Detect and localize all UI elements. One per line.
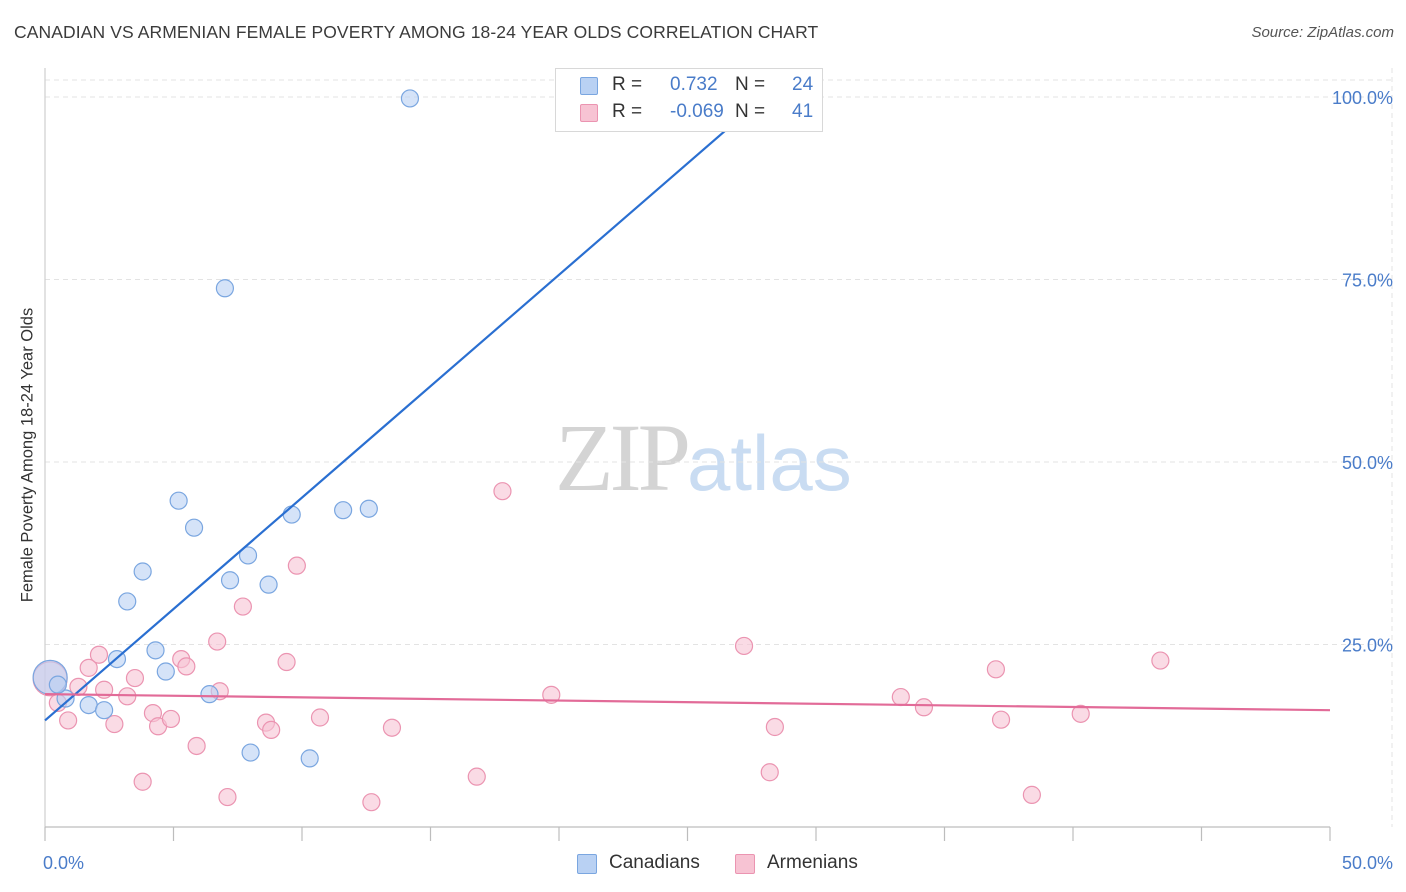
armenian-point xyxy=(177,657,196,676)
canadian-point xyxy=(156,662,175,681)
y-tick-label: 75.0% xyxy=(1342,271,1393,291)
armenian-point xyxy=(79,658,98,677)
armenian-point xyxy=(1022,785,1041,804)
armenian-point xyxy=(382,718,402,737)
armenian-point xyxy=(208,632,227,651)
armenian-point xyxy=(161,709,181,729)
armenian-point xyxy=(986,660,1006,679)
stats-legend: R = 0.732 N = 24 R = -0.069 N = 41 xyxy=(555,68,823,132)
canadian-point xyxy=(169,491,188,510)
watermark-zip: ZIP xyxy=(555,404,691,511)
armenians-swatch xyxy=(735,854,755,874)
watermark: ZIPatlas xyxy=(555,402,852,513)
series-legend: Canadians Armenians xyxy=(0,852,1406,878)
n-label: N = xyxy=(735,74,766,95)
x-tick-label: 50.0% xyxy=(1342,853,1393,873)
canadian-point xyxy=(200,685,219,704)
armenian-point xyxy=(133,772,152,791)
armenian-point xyxy=(493,482,512,501)
canadian-point xyxy=(400,89,420,108)
armenian-point xyxy=(277,652,296,672)
r-value: 0.732 xyxy=(670,74,718,95)
armenian-point xyxy=(310,708,330,727)
armenian-point xyxy=(1151,651,1170,670)
r-label: R = xyxy=(612,74,643,95)
armenian-point xyxy=(89,645,109,664)
x-tick-label: 0.0% xyxy=(43,853,84,873)
canadians-swatch xyxy=(580,77,598,95)
canadian-point xyxy=(238,546,258,565)
canadian-point xyxy=(95,701,114,720)
armenian-point xyxy=(262,720,281,740)
armenian-point xyxy=(105,714,124,734)
legend-label: Canadians xyxy=(609,852,700,873)
armenian-point xyxy=(125,668,145,688)
canadian-point xyxy=(241,743,260,762)
canadian-point xyxy=(184,518,204,537)
armenian-point xyxy=(891,687,910,707)
armenian-point xyxy=(734,636,754,656)
armenian-point xyxy=(218,787,237,807)
r-label: R = xyxy=(612,101,643,122)
data-points xyxy=(32,87,1170,812)
armenian-point xyxy=(542,685,561,704)
axes xyxy=(44,68,1331,841)
source-label: Source: ZipAtlas.com xyxy=(1251,24,1394,41)
armenian-point xyxy=(187,736,206,756)
canadian-point xyxy=(300,749,319,768)
armenian-point xyxy=(233,597,252,616)
tick-labels: 25.0% 50.0% 75.0% 100.0% 0.0% 50.0% xyxy=(43,88,1393,873)
armenian-point xyxy=(991,710,1011,729)
canadian-point xyxy=(48,675,67,694)
r-value: -0.069 xyxy=(670,101,724,122)
armenian-point xyxy=(1071,704,1090,723)
canadians-swatch xyxy=(577,854,597,874)
canadian-point xyxy=(118,592,137,611)
canadian-point xyxy=(146,641,165,660)
armenians-trend-line xyxy=(44,693,1331,712)
armenian-point xyxy=(914,698,934,717)
n-value: 41 xyxy=(792,101,814,122)
armenian-point xyxy=(760,763,779,782)
armenian-point xyxy=(59,711,78,730)
armenians-swatch xyxy=(580,104,598,122)
canadian-point xyxy=(215,279,234,298)
canadian-point xyxy=(334,501,353,520)
n-label: N = xyxy=(735,101,766,122)
armenian-point xyxy=(467,767,486,786)
canadians-trend-line xyxy=(44,77,786,722)
armenian-point xyxy=(287,556,306,575)
canadian-point xyxy=(359,499,378,518)
canadian-point xyxy=(79,695,98,715)
canadian-point xyxy=(220,571,240,590)
watermark-atlas: atlas xyxy=(687,419,852,507)
y-tick-label: 50.0% xyxy=(1342,453,1393,473)
canadian-point xyxy=(282,505,301,524)
canadian-point xyxy=(133,562,152,581)
armenian-point xyxy=(362,793,381,812)
trend-lines xyxy=(44,77,1331,722)
y-tick-label: 100.0% xyxy=(1332,88,1393,108)
chart-title: CANADIAN VS ARMENIAN FEMALE POVERTY AMON… xyxy=(14,22,819,42)
y-tick-label: 25.0% xyxy=(1342,636,1393,656)
armenian-point xyxy=(765,717,784,737)
legend-label: Armenians xyxy=(767,852,858,873)
canadian-point xyxy=(259,575,278,594)
grid-lines xyxy=(45,68,1393,827)
n-value: 24 xyxy=(792,74,814,95)
